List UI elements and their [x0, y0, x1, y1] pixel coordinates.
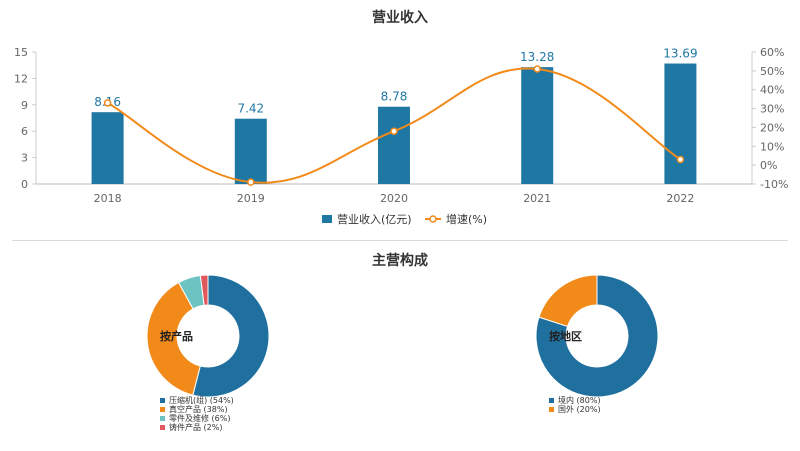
product-pie-title: 按产品 — [160, 329, 193, 343]
product-pie-legend-label: 压缩机(组) (54%) — [169, 395, 234, 405]
x-tick-label: 2021 — [523, 192, 551, 205]
product-pie-slice — [199, 274, 209, 306]
revenue-bar — [234, 118, 267, 184]
legend-swatch-revenue — [322, 215, 332, 223]
product-pie-legend-label: 真空产品 (38%) — [169, 404, 228, 414]
growth-point — [390, 127, 398, 135]
left-tick-label: 12 — [14, 72, 28, 85]
growth-point — [533, 65, 541, 73]
revenue-data-label: 13.69 — [663, 47, 697, 61]
x-tick-label: 2020 — [380, 192, 408, 205]
revenue-data-label: 8.78 — [381, 90, 408, 104]
right-tick-label: 20% — [760, 121, 784, 134]
region-pie-title: 按地区 — [549, 329, 582, 343]
growth-point — [676, 155, 685, 164]
x-tick-label: 2018 — [94, 192, 122, 205]
right-tick-label: 40% — [760, 84, 784, 97]
product-pie-slice — [146, 281, 201, 396]
region-pie-slice — [535, 274, 659, 398]
product-pie-legend-swatch — [160, 416, 165, 421]
right-tick-label: 30% — [760, 103, 784, 116]
legend-label-growth: 增速(%) — [446, 212, 487, 226]
revenue-bar — [521, 67, 554, 184]
region-pie-legend-label: 境内 (80%) — [558, 395, 601, 405]
region-pie-slice — [538, 274, 598, 328]
right-tick-label: -10% — [760, 178, 788, 191]
left-tick-label: 3 — [21, 152, 28, 165]
right-tick-label: 50% — [760, 65, 784, 78]
region-pie-legend-swatch — [549, 398, 554, 403]
product-pie-slice — [192, 274, 270, 398]
revenue-data-label: 7.42 — [237, 102, 264, 116]
region-pie-legend-label: 国外 (20%) — [558, 404, 601, 414]
revenue-bar — [91, 112, 124, 184]
left-tick-label: 15 — [14, 46, 28, 59]
section-divider — [12, 240, 788, 241]
product-pie-legend-swatch — [160, 425, 165, 430]
right-tick-label: 10% — [760, 140, 784, 153]
region-pie-legend-swatch — [549, 407, 554, 412]
legend-swatch-growth-dot — [429, 215, 437, 223]
legend-label-revenue: 营业收入(亿元) — [337, 212, 412, 226]
product-pie-legend-label: 铸件产品 (2%) — [169, 422, 222, 432]
growth-point — [247, 178, 255, 186]
right-tick-label: 0% — [760, 159, 777, 172]
left-tick-label: 9 — [21, 99, 28, 112]
revenue-bar — [664, 63, 697, 184]
revenue-chart-title: 营业收入 — [372, 10, 428, 26]
composition-title: 主营构成 — [372, 253, 428, 269]
x-tick-label: 2019 — [237, 192, 265, 205]
right-tick-label: 60% — [760, 46, 784, 59]
left-tick-label: 6 — [21, 125, 28, 138]
x-tick-label: 2022 — [666, 192, 694, 205]
left-tick-label: 0 — [21, 178, 28, 191]
revenue-data-label: 13.28 — [520, 50, 554, 64]
product-pie-legend-swatch — [160, 398, 165, 403]
revenue-bar — [378, 106, 410, 184]
product-pie-legend-label: 零件及维修 (6%) — [169, 413, 230, 423]
growth-point — [103, 99, 112, 107]
product-pie-legend-swatch — [160, 407, 165, 412]
